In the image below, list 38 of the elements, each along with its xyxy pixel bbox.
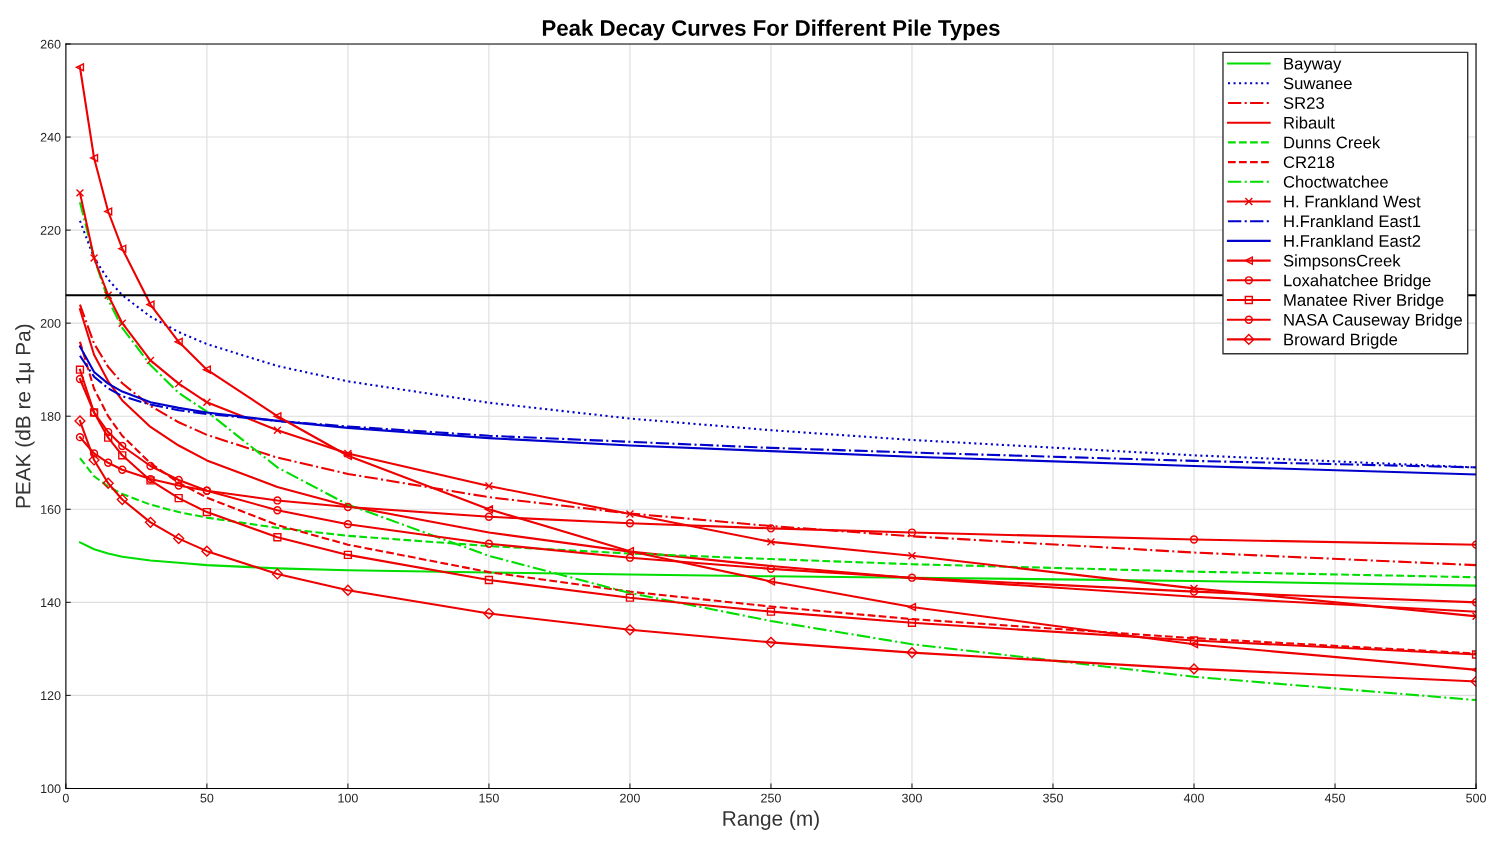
y-tick-label: 180 <box>41 412 61 421</box>
legend-label: SR23 <box>1283 97 1324 109</box>
legend-label: H.Frankland East2 <box>1284 234 1421 247</box>
legend-label: Choctwatchee <box>1283 175 1388 188</box>
legend-label: Dunns Creek <box>1284 136 1381 149</box>
legend-label: CR218 <box>1283 156 1335 169</box>
x-tick-label: 100 <box>338 793 358 803</box>
legend-label: Suwanee <box>1283 77 1352 90</box>
x-tick-label: 350 <box>1043 793 1063 803</box>
y-tick-label: 260 <box>40 39 61 49</box>
legend-label: Loxahatchee Bridge <box>1284 274 1431 290</box>
y-tick-label: 240 <box>40 132 61 142</box>
y-tick-label: 100 <box>41 784 61 794</box>
x-tick-label: 50 <box>200 793 214 803</box>
x-tick-label: 200 <box>620 793 640 803</box>
x-tick-label: 400 <box>1183 793 1204 803</box>
legend-label: H. Frankland West <box>1284 195 1421 208</box>
x-tick-label: 250 <box>761 793 781 803</box>
legend-label: H.Frankland East1 <box>1284 214 1421 228</box>
x-axis-title: Range (m) <box>723 810 819 830</box>
y-tick-label: 160 <box>41 505 61 514</box>
legend-label: Bayway <box>1284 57 1342 73</box>
x-tick-label: 450 <box>1324 793 1345 803</box>
x-tick-label: 150 <box>479 793 499 803</box>
x-tick-label: 300 <box>902 793 922 803</box>
legend-label: Broward Brigde <box>1284 333 1398 349</box>
y-axis-title: PEAK (dB re 1μ Pa) <box>15 324 35 508</box>
y-tick-label: 120 <box>41 691 61 701</box>
y-tick-label: 200 <box>40 318 61 328</box>
y-tick-label: 220 <box>40 225 61 235</box>
legend-label: NASA Causeway Bridge <box>1284 313 1462 329</box>
x-tick-label: 0 <box>62 793 69 803</box>
y-tick-label: 140 <box>41 598 61 607</box>
legend-label: SimpsonsCreek <box>1283 254 1401 270</box>
chart-title: Peak Decay Curves For Different Pile Types <box>542 19 1000 41</box>
x-tick-label: 500 <box>1466 793 1486 803</box>
legend-label: Manatee River Bridge <box>1284 293 1444 310</box>
legend-label: Ribault <box>1284 116 1335 129</box>
